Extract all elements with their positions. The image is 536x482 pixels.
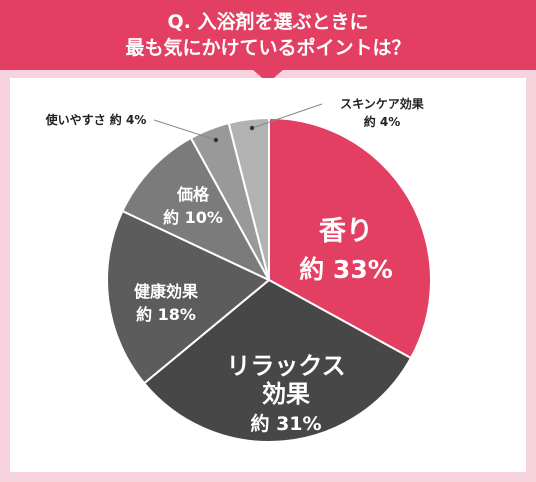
- slice-label-5: 使いやすさ 約 4%: [45, 112, 147, 127]
- pie-slice-2: [142, 278, 413, 443]
- slice-label-1: 香り約 33%: [299, 216, 393, 284]
- slice-label-4: 価格約 10%: [163, 185, 223, 227]
- pie-slice-1: [268, 116, 432, 360]
- pie-slice-4: [121, 136, 272, 283]
- leader-dot-6: [249, 125, 255, 131]
- leader-dot-5: [213, 137, 219, 143]
- question-line-2: 最も気にかけているポイントは？: [125, 37, 411, 59]
- question-header: Q. 入浴剤を選ぶときに 最も気にかけているポイントは？: [0, 0, 536, 70]
- leader-line-6: [251, 103, 323, 129]
- pie-slice-6: [227, 116, 270, 281]
- slice-label-2: リラックス効果約 31%: [226, 352, 345, 435]
- question-line-1: Q. 入浴剤を選ぶときに: [167, 11, 369, 33]
- slice-label-6: スキンケア効果約 4%: [340, 96, 424, 129]
- leader-line-5: [153, 119, 217, 141]
- slice-label-3: 健康効果約 18%: [134, 282, 198, 324]
- pie-slice-3: [106, 209, 271, 385]
